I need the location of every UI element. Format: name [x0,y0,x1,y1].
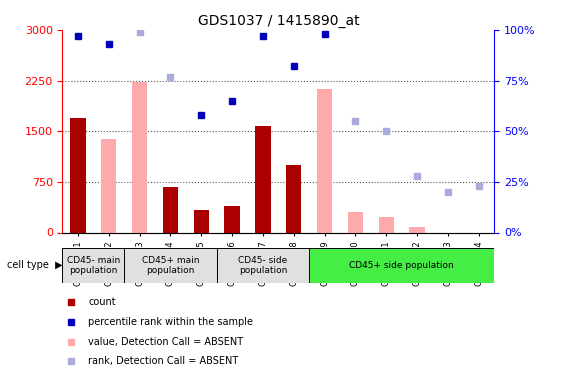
Bar [286,165,302,232]
Bar [378,217,394,232]
Bar [309,248,494,283]
Text: value, Detection Call = ABSENT: value, Detection Call = ABSENT [89,337,244,347]
Bar [101,140,116,232]
Bar [194,210,209,232]
Text: count: count [89,297,116,307]
Text: CD45- side
population: CD45- side population [239,256,287,275]
Bar [410,227,425,232]
Text: rank, Detection Call = ABSENT: rank, Detection Call = ABSENT [89,356,239,366]
Text: CD45+ side population: CD45+ side population [349,261,454,270]
Bar [132,82,147,232]
Bar [162,187,178,232]
Bar [317,89,332,232]
Text: percentile rank within the sample: percentile rank within the sample [89,317,253,327]
Text: cell type  ▶: cell type ▶ [7,260,62,270]
Bar [224,206,240,232]
Title: GDS1037 / 1415890_at: GDS1037 / 1415890_at [198,13,359,28]
Bar [124,248,216,283]
Text: CD45- main
population: CD45- main population [66,256,120,275]
Bar [62,248,124,283]
Bar [70,118,86,232]
Text: CD45+ main
population: CD45+ main population [141,256,199,275]
Bar [255,126,270,232]
Bar [216,248,309,283]
Bar [348,212,363,232]
